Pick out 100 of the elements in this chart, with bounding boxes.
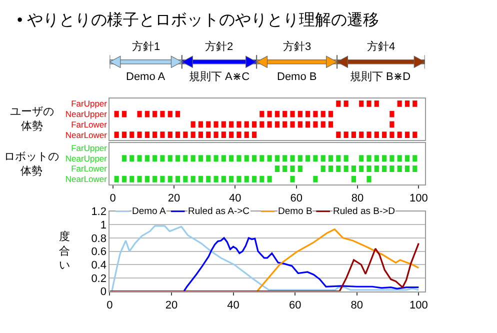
bar: [229, 132, 234, 138]
series-label: 方針2: [205, 40, 234, 53]
bar: [144, 176, 150, 182]
bar: [260, 155, 264, 162]
bar: [144, 132, 150, 138]
bar: [328, 155, 334, 162]
bar: [214, 176, 218, 182]
bar: [328, 166, 334, 172]
bar: [328, 121, 334, 128]
bar: [160, 155, 165, 162]
bar: [404, 100, 410, 107]
bar: [336, 100, 341, 107]
bar: [198, 176, 204, 182]
legend-label: Demo A: [132, 206, 166, 217]
bar: [374, 155, 379, 162]
bar: [183, 176, 188, 182]
text: 規則下 B⋇D: [350, 71, 411, 83]
bar: [214, 155, 218, 162]
bar: [260, 121, 264, 128]
bar: [351, 176, 356, 182]
x-tick-label: 40: [227, 299, 240, 312]
y-tick-label: 1: [100, 219, 106, 232]
bar: [221, 121, 226, 128]
bar: [313, 176, 318, 182]
legend-label: Demo B: [278, 206, 312, 217]
bar: [397, 100, 402, 107]
bar: [214, 121, 218, 128]
bar: [198, 121, 204, 128]
line-series: [183, 237, 420, 292]
bar: [175, 155, 180, 162]
bar: [183, 155, 188, 162]
bar: [282, 121, 288, 128]
bar: [397, 166, 402, 172]
bar: [221, 132, 226, 138]
bar: [374, 166, 379, 172]
bar: [190, 155, 196, 162]
bar: [190, 176, 196, 182]
bar: [298, 110, 302, 118]
bar: [221, 176, 226, 182]
bar: [344, 132, 348, 138]
bar: [122, 155, 127, 162]
bar: [160, 110, 165, 118]
text: Demo B: [277, 71, 317, 83]
bar: [152, 155, 158, 162]
bar: [290, 166, 295, 172]
bar: [336, 166, 341, 172]
bar: [206, 155, 211, 162]
text: Demo A: [126, 71, 166, 83]
y-axis-title: ロボットの体勢: [4, 151, 59, 178]
series-label: 方針4: [367, 40, 396, 53]
bar: [206, 176, 211, 182]
bar: [344, 155, 348, 162]
bar: [336, 132, 341, 138]
bar: [320, 121, 326, 128]
bar: [290, 121, 295, 128]
bar: [282, 110, 288, 118]
bar: [168, 132, 172, 138]
bar: [206, 121, 211, 128]
bar: [160, 176, 165, 182]
bar: [137, 110, 142, 118]
y-tick-label: FarLower: [71, 119, 108, 130]
bar: [313, 121, 318, 128]
x-tick-label: 100: [409, 299, 428, 312]
x-tick-label: 60: [290, 192, 302, 204]
bar: [130, 155, 134, 162]
bar: [274, 155, 280, 162]
bar: [267, 110, 272, 118]
bar: [306, 155, 310, 162]
bar: [298, 166, 302, 172]
y-tick-label: FarUpper: [71, 98, 108, 109]
bar: [114, 110, 119, 118]
bar: [252, 121, 257, 128]
chart-title: • やりとりの様子とロボットのやりとり理解の遷移: [17, 11, 380, 29]
bar: [274, 121, 280, 128]
bar: [114, 132, 119, 138]
bar: [397, 132, 402, 138]
x-tick-label: 20: [165, 299, 178, 312]
bar: [390, 121, 394, 128]
y-axis-title: 度合い: [59, 230, 70, 272]
bar: [144, 155, 150, 162]
x-tick-label: 80: [350, 299, 363, 312]
bar: [412, 132, 418, 138]
bar: [366, 100, 372, 107]
bar: [313, 155, 318, 162]
bar: [274, 166, 280, 172]
y-tick-label: NearLower: [65, 174, 108, 184]
bar: [390, 132, 394, 138]
bar: [390, 110, 394, 118]
bar: [168, 176, 172, 182]
bar: [244, 155, 249, 162]
bar: [198, 132, 204, 138]
bar: [267, 176, 272, 182]
y-tick-label: 0.6: [91, 246, 106, 258]
bar: [298, 155, 302, 162]
bar: [359, 155, 364, 162]
bar: [359, 100, 364, 107]
bar: [359, 166, 364, 172]
bar: [320, 110, 326, 118]
bar: [236, 155, 242, 162]
series-label: 方針1: [132, 40, 160, 53]
